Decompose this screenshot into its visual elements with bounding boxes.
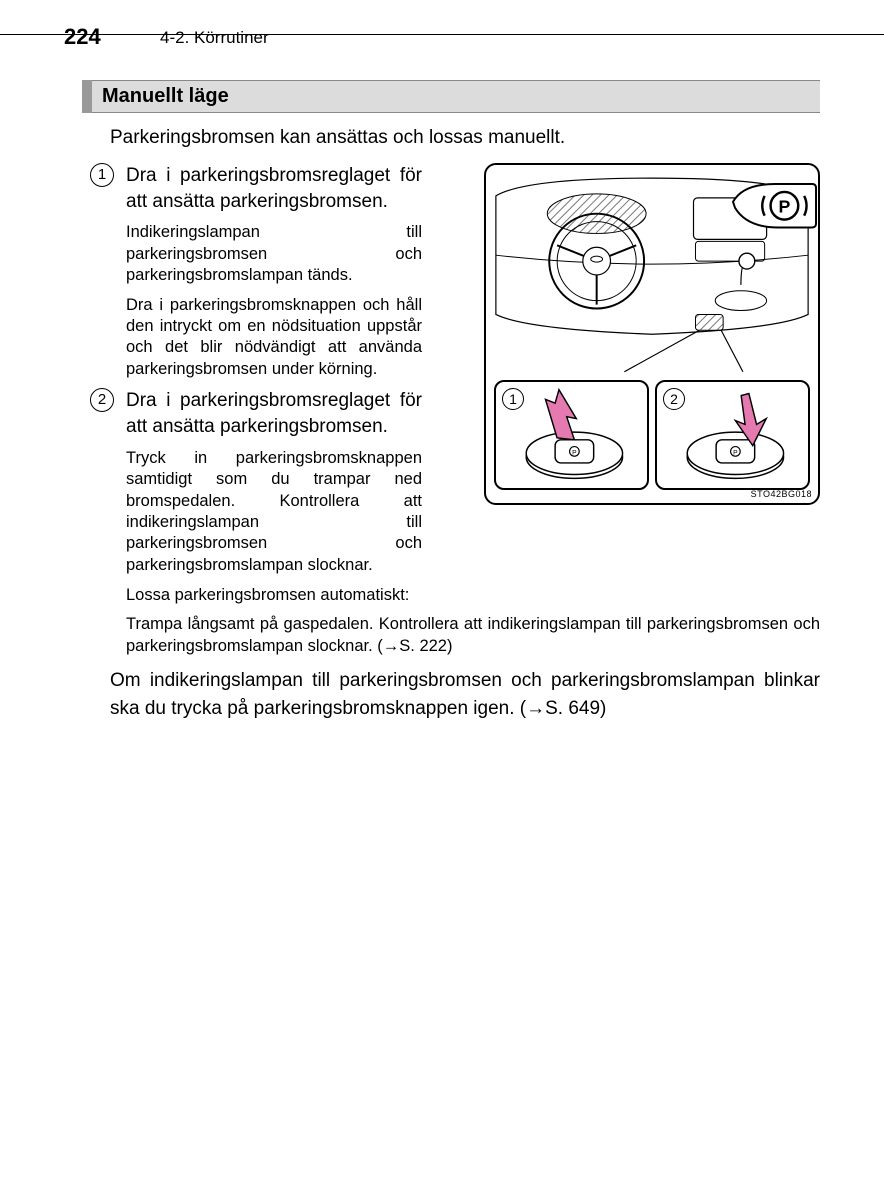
text-column: 1 Dra i parkeringsbromsreglaget för att … [82, 163, 422, 576]
figure-code: STO42BG018 [751, 489, 812, 499]
step-1-sub-a: Indikeringslampan till parkeringsbromsen… [126, 222, 422, 286]
inset-2-number: 2 [663, 388, 685, 410]
step-area: P 1 P 2 [82, 163, 820, 722]
step-2-main: Dra i parkeringsbromsreglaget för att an… [126, 388, 422, 439]
auto-release-text: Trampa långsamt på gaspedalen. Kontrolle… [126, 613, 820, 658]
step-1-sub-b: Dra i parkeringsbromsknappen och håll de… [126, 295, 422, 381]
inset-1: 1 P [494, 380, 649, 490]
page-header: 224 4-2. Körrutiner [0, 24, 884, 35]
heading-accent [82, 80, 92, 113]
step-1: 1 Dra i parkeringsbromsreglaget för att … [82, 163, 422, 380]
section-ref: 4-2. Körrutiner [160, 28, 269, 48]
arrow-icon: → [383, 637, 400, 655]
inset-2: 2 P [655, 380, 810, 490]
arrow-icon: → [526, 698, 545, 719]
page-content: Manuellt läge Parkeringsbromsen kan ansä… [82, 80, 820, 722]
page-number: 224 [64, 24, 101, 50]
svg-text:P: P [572, 449, 577, 456]
step-1-main: Dra i parkeringsbromsreglaget för att an… [126, 163, 422, 214]
step-2: 2 Dra i parkeringsbromsreglaget för att … [82, 388, 422, 576]
section-heading: Manuellt läge [82, 80, 820, 113]
heading-text: Manuellt läge [92, 80, 820, 113]
step-1-number: 1 [90, 163, 114, 187]
figure-insets: 1 P 2 [486, 380, 818, 490]
auto-release-heading: Lossa parkeringsbromsen automatiskt: [126, 584, 820, 606]
after-steps: Lossa parkeringsbromsen automatiskt: Tra… [126, 584, 820, 657]
svg-text:P: P [778, 197, 790, 217]
final-note: Om indikeringslampan till parkeringsbrom… [110, 667, 820, 722]
dashboard-illustration: P [486, 165, 818, 375]
svg-text:P: P [733, 449, 738, 456]
inset-1-number: 1 [502, 388, 524, 410]
instruction-figure: P 1 P 2 [484, 163, 820, 505]
intro-text: Parkeringsbromsen kan ansättas och lossa… [110, 127, 820, 149]
step-2-number: 2 [90, 388, 114, 412]
step-2-sub-a: Tryck in parkeringsbromsknappen samtidig… [126, 448, 422, 577]
